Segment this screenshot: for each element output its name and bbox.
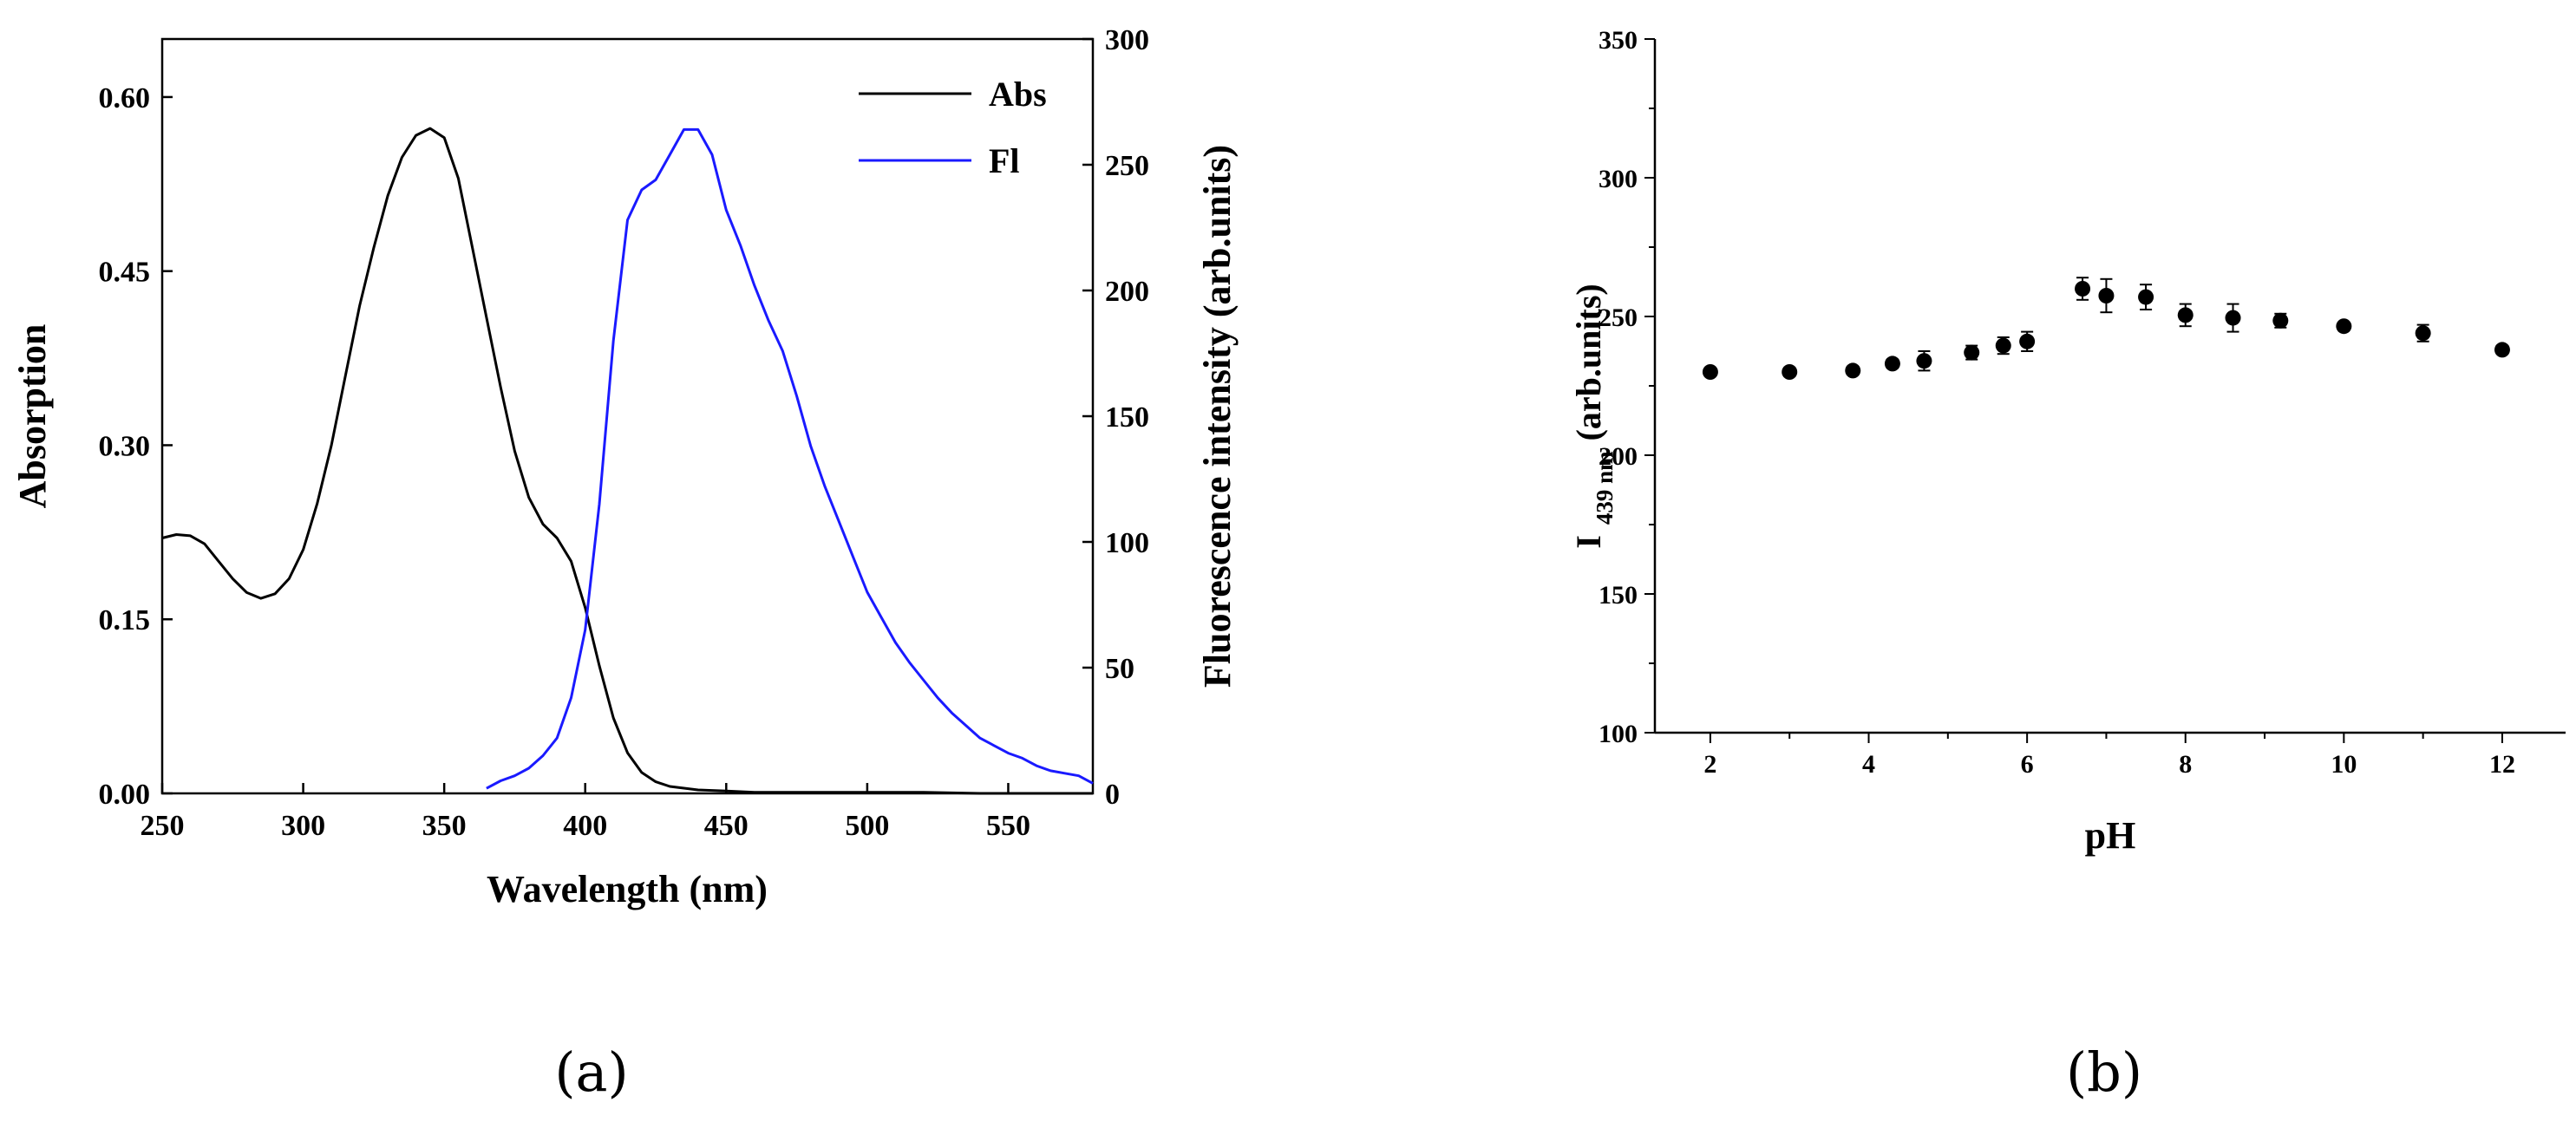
panel-b-data-point: [2098, 288, 2115, 303]
panel-a-right-y-tick-label: 200: [1105, 276, 1149, 308]
panel-a-plot-area: [160, 37, 1095, 795]
panel-b-y-tick-label: 100: [1599, 720, 1638, 748]
panel-b-data-point: [1782, 364, 1798, 380]
panel-b-x-tick-label: 4: [1862, 750, 1875, 779]
panel-b-x-axis-title: pH: [2085, 814, 2136, 857]
panel-b-y-tick-label: 300: [1599, 165, 1638, 193]
panel-b-x-tick-label: 8: [2179, 750, 2192, 779]
panel-b-x-tick-label: 2: [1703, 750, 1716, 779]
panel-b-data-point: [2075, 281, 2091, 297]
panel-b-y-axis-title: I 439 nm (arb.units): [1569, 284, 1618, 548]
panel-a-series-fl-line: [486, 127, 1094, 790]
panel-a-x-tick-label: 300: [281, 810, 325, 842]
panel-b-data-point: [1964, 344, 1980, 361]
panel-a-legend: Abs Fl: [859, 75, 1047, 180]
panel-a-right-y-tick-label: 300: [1105, 24, 1149, 56]
panel-b-data-point: [2336, 318, 2352, 335]
panel-a-right-y-tick-label: 0: [1105, 779, 1120, 811]
panel-b-data-point: [2494, 342, 2510, 358]
panel-a-x-tick-label: 550: [986, 810, 1030, 842]
panel-a-left-y-tick-label: 0.30: [99, 430, 151, 462]
panel-a-series-abs-line: [161, 127, 1093, 795]
panel-b-y-title-subscript: 439 nm: [1592, 451, 1618, 525]
panel-b-data-point: [1702, 364, 1718, 380]
panel-a-x-tick-label: 350: [422, 810, 467, 842]
panel-b-y-tick-label: 200: [1599, 442, 1638, 471]
panel-b-data-point: [2019, 333, 2036, 349]
panel-b-y-tick-label: 250: [1599, 303, 1638, 332]
panel-a-left-y-axis-title: Absorption: [11, 324, 54, 509]
panel-b-y-title-suffix: (arb.units): [1569, 284, 1608, 440]
panel-b-data-point: [2415, 325, 2431, 342]
panel-a-right-y-axis-title: Fluorescence intensity (arb.units): [1196, 145, 1239, 688]
panel-b-data-point: [1916, 353, 1932, 369]
panel-a-chart: 250 300 350 400 450 500 5500.000.150.300.450.6…: [11, 24, 1239, 910]
panel-a-x-tick-label: 450: [704, 810, 749, 842]
panel-b-data-point: [1995, 337, 2011, 354]
panel-b-x-tick-label: 10: [2331, 750, 2357, 779]
panel-b-x-tick-label: 12: [2489, 750, 2515, 779]
panel-b-label: (b): [2066, 1040, 2142, 1104]
panel-b-data-point: [2177, 307, 2194, 323]
panel-a-x-tick-label: 250: [141, 810, 185, 842]
panel-b-data-point: [2225, 310, 2241, 326]
panel-b-y-title-main: I: [1569, 535, 1608, 549]
panel-b-x-tick-label: 6: [2021, 750, 2034, 779]
panel-b-data-point: [2138, 289, 2154, 305]
panel-b-data-point: [2272, 312, 2289, 329]
panel-a-right-y-tick-label: 50: [1105, 653, 1134, 685]
panel-a-right-y-tick-label: 150: [1105, 401, 1149, 434]
panel-a-right-y-tick-label: 250: [1105, 150, 1149, 182]
panel-a-legend-label-fl: Fl: [989, 141, 1020, 180]
panel-b-data-point: [1845, 362, 1861, 379]
panel-a-right-y-tick-label: 100: [1105, 527, 1149, 559]
panel-b-y-tick-label: 150: [1599, 581, 1638, 610]
panel-a-left-y-tick-label: 0.15: [99, 604, 151, 636]
panel-a-left-y-tick-label: 0.60: [99, 82, 151, 114]
panel-a-x-tick-label: 500: [845, 810, 889, 842]
panel-b-data-point: [1884, 356, 1900, 372]
panel-a-legend-label-abs: Abs: [989, 75, 1047, 114]
panel-a-x-axis-title: Wavelength (nm): [487, 868, 768, 910]
panel-b-y-tick-label: 350: [1599, 26, 1638, 55]
panel-a-left-y-tick-label: 0.00: [99, 779, 151, 811]
panel-a-x-tick-label: 400: [563, 810, 607, 842]
panel-a-label: (a): [554, 1040, 628, 1104]
panel-b-chart: 2 4 6 8 10 12 100 150 200 250 300 350 pH I 439 nm (ar…: [1569, 26, 2566, 857]
panel-a-left-y-tick-label: 0.45: [99, 257, 151, 289]
